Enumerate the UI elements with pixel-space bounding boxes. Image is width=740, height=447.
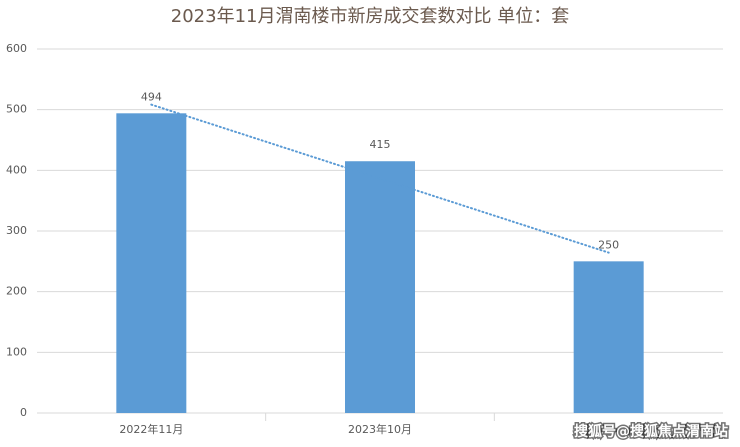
bar <box>573 261 644 413</box>
bar <box>345 161 415 413</box>
value-label: 250 <box>598 238 619 251</box>
y-tick-label: 500 <box>6 103 27 116</box>
y-tick-label: 100 <box>6 345 27 358</box>
watermark: 搜狐号@搜狐焦点渭南站 <box>574 423 728 440</box>
x-tick-label: 2022年11月 <box>119 422 183 436</box>
bar <box>116 113 187 413</box>
y-tick-label: 600 <box>6 42 27 55</box>
y-tick-label: 200 <box>6 285 27 298</box>
x-tick-label: 2023年10月 <box>348 422 412 436</box>
value-label: 415 <box>370 138 391 151</box>
chart-title: 2023年11月渭南楼市新房成交套数对比 单位：套 <box>171 6 569 27</box>
y-tick-label: 400 <box>6 163 27 176</box>
y-tick-label: 0 <box>20 406 27 419</box>
trendline <box>150 103 610 254</box>
value-label: 494 <box>141 90 162 103</box>
y-tick-label: 300 <box>6 224 27 237</box>
